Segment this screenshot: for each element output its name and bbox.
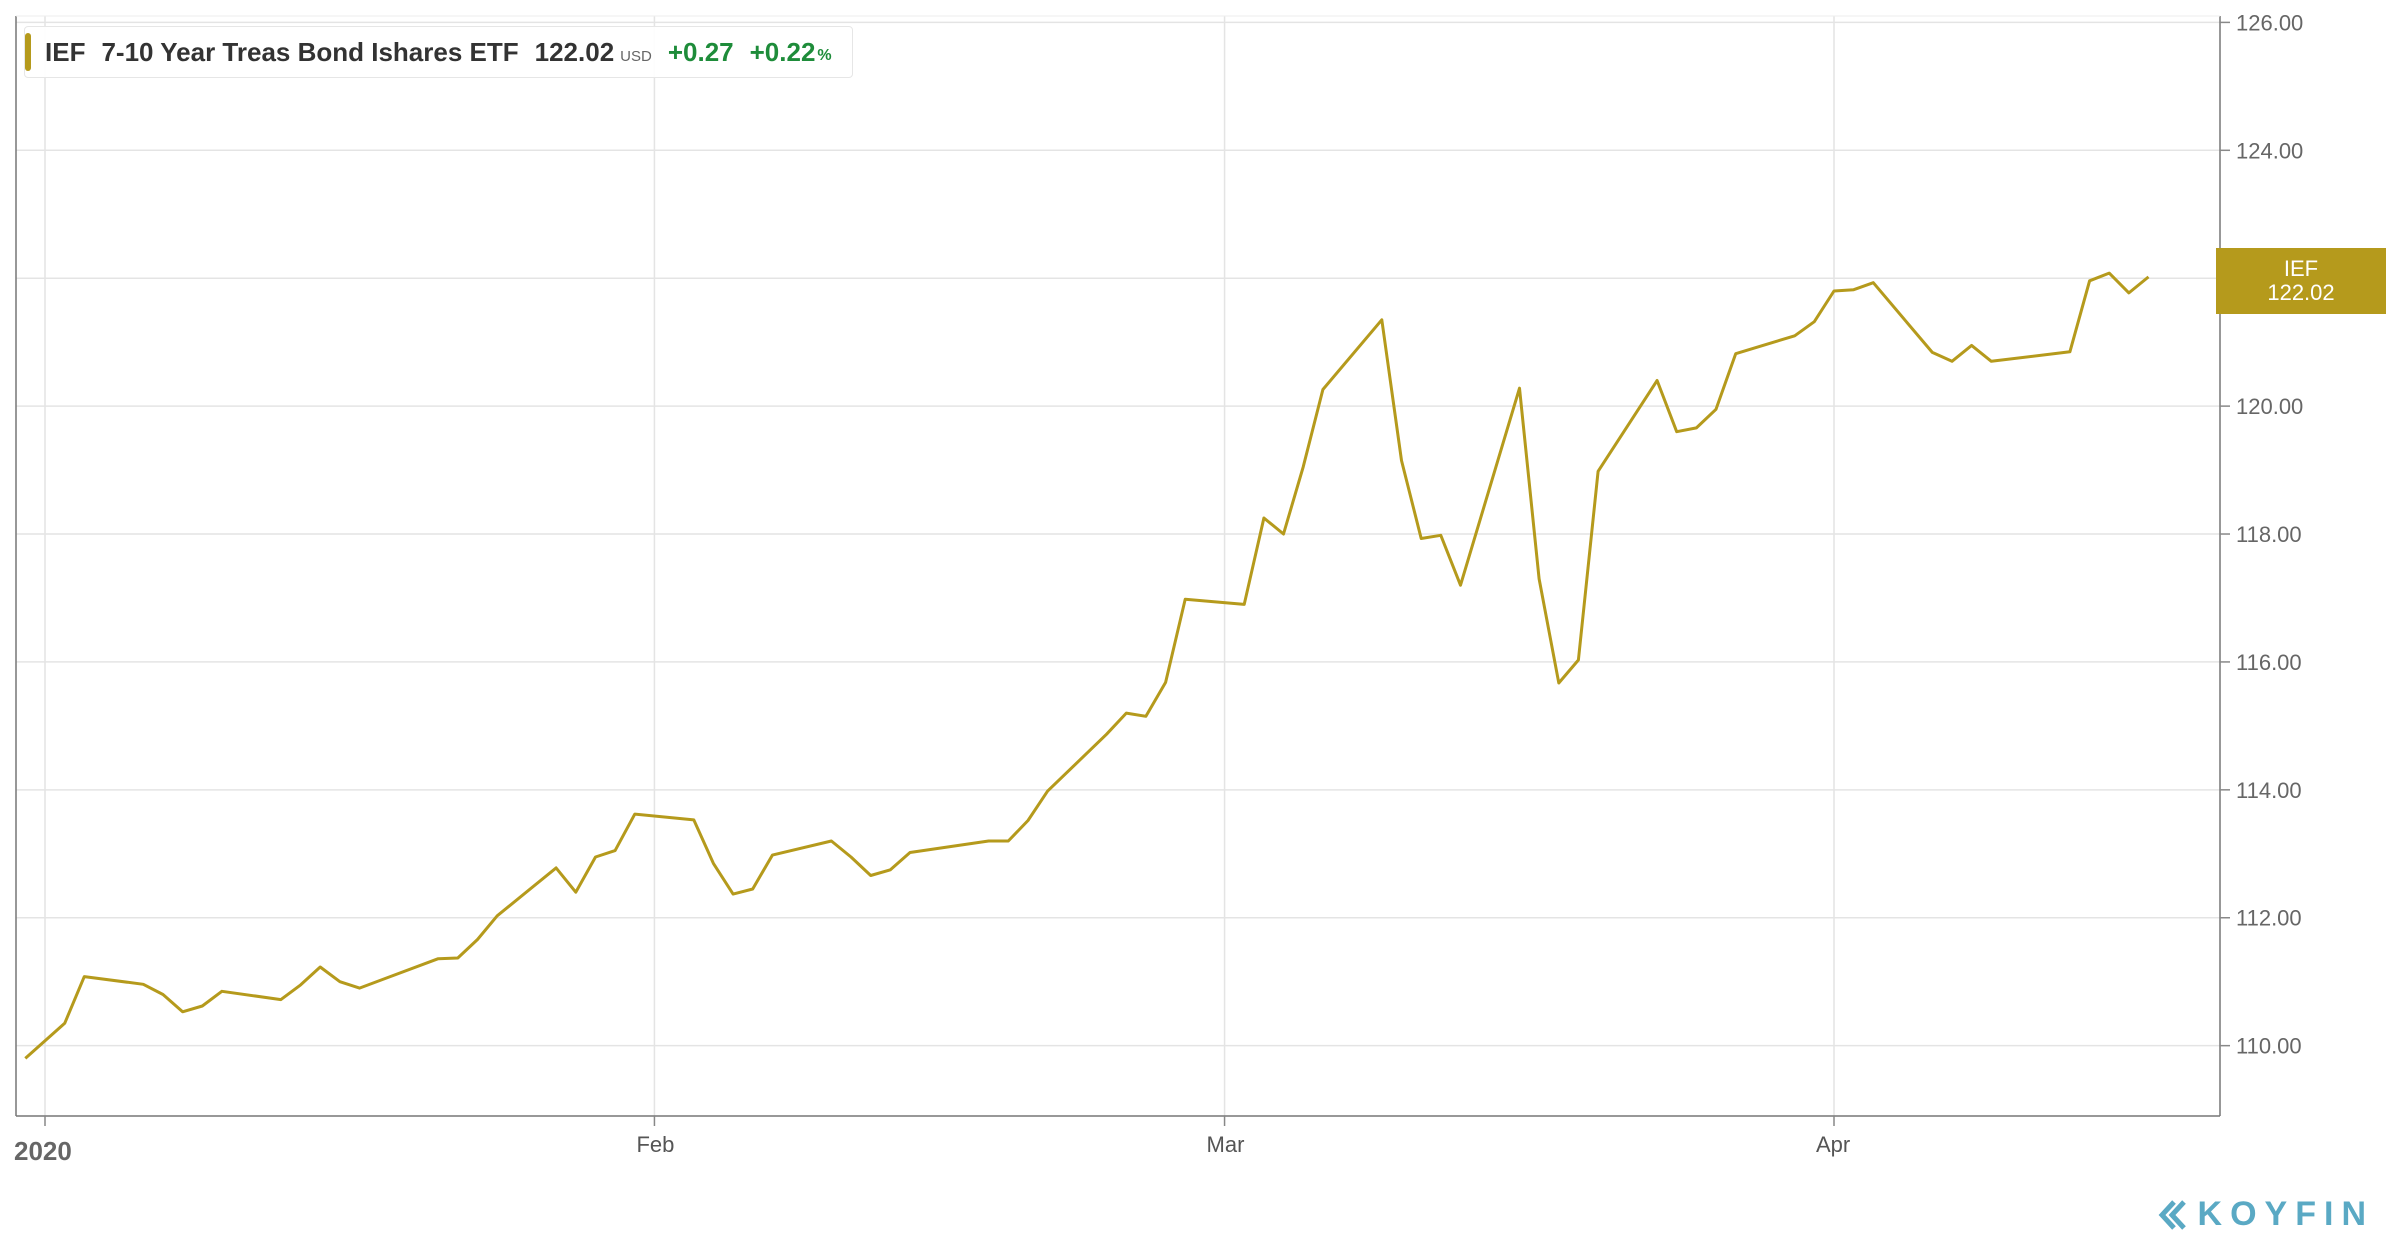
legend-description: 7-10 Year Treas Bond Ishares ETF (101, 36, 519, 67)
series-line-ief (24, 271, 2150, 1060)
y-tick-label: 116.00 (2236, 650, 2302, 675)
y-tick-label: 112.00 (2236, 906, 2302, 931)
legend-price: 122.02 (534, 36, 615, 67)
legend-color-marker (25, 33, 31, 71)
legend-currency: USD (620, 47, 652, 65)
legend-pct-sign: % (817, 47, 832, 64)
x-axis-ticks: 2020 Feb Mar Apr (14, 1116, 1850, 1166)
y-tick-label: 124.00 (2236, 138, 2303, 163)
y-tick-label: 120.00 (2236, 394, 2303, 419)
last-price-tag: IEF 122.02 (2216, 248, 2386, 314)
x-tick-label: 2020 (14, 1136, 72, 1166)
y-tick-label: 126.00 (2236, 10, 2303, 35)
koyfin-logo-icon (2158, 1199, 2186, 1230)
legend-ticker: IEF (45, 36, 86, 67)
price-tag-value: 122.02 (2267, 280, 2335, 305)
price-tag-ticker: IEF (2283, 256, 2319, 281)
x-tick-label: Mar (1207, 1132, 1245, 1157)
legend-change-pct: +0.22 (749, 36, 816, 67)
x-tick-label: Apr (1816, 1132, 1850, 1157)
chart-legend[interactable]: IEF 7-10 Year Treas Bond Ishares ETF 122… (24, 26, 853, 78)
y-tick-label: 114.00 (2236, 778, 2302, 803)
brand-logo: KOYFIN (2156, 1195, 2374, 1234)
y-tick-label: 110.00 (2236, 1034, 2302, 1059)
grid (16, 16, 2220, 1116)
brand-name: KOYFIN (2197, 1195, 2374, 1233)
y-axis-ticks: 110.00112.00114.00116.00118.00120.00122.… (2220, 10, 2303, 1059)
axes (15, 15, 2221, 1117)
series-layer (24, 271, 2150, 1060)
legend-change: +0.27 (667, 36, 734, 67)
x-tick-label: Feb (636, 1132, 674, 1157)
y-tick-label: 118.00 (2236, 522, 2302, 547)
